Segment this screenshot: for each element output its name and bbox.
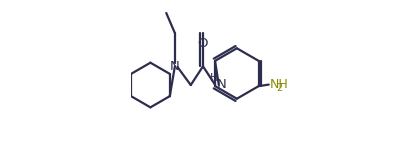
Text: NH: NH — [269, 78, 288, 91]
Text: N: N — [170, 60, 179, 73]
Text: O: O — [197, 37, 208, 50]
Text: H: H — [210, 73, 218, 83]
Text: N: N — [216, 78, 226, 91]
Text: 2: 2 — [275, 83, 281, 93]
